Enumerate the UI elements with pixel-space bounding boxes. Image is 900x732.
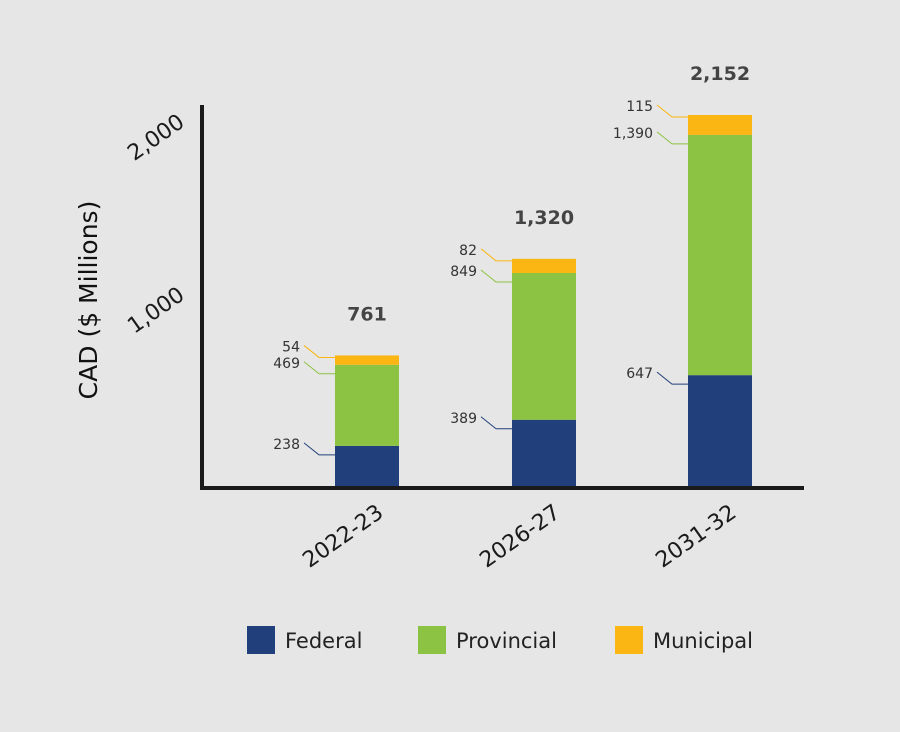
bar-federal-2031-32 [688,375,752,487]
legend-swatch-federal [247,626,275,654]
leader-line-provincial-2031-32 [656,131,688,145]
leader-line-federal-2022-23 [303,442,335,456]
segment-label-provincial-2022-23: 469 [273,356,300,372]
bar-provincial-2031-32 [688,134,752,376]
total-label-2022-23: 761 [347,303,387,325]
bar-municipal-2026-27 [512,258,576,273]
segment-label-provincial-2026-27: 849 [450,264,477,280]
segment-label-municipal-2031-32: 115 [626,99,653,115]
segment-label-federal-2031-32: 647 [626,366,653,382]
leader-line-municipal-2022-23 [303,345,335,358]
bar-provincial-2022-23 [335,364,399,446]
leader-line-provincial-2022-23 [303,361,335,375]
x-tick-label-2022-23: 2022-23 [298,500,388,573]
segment-label-provincial-2031-32: 1,390 [613,126,653,142]
leader-line-federal-2031-32 [656,371,688,385]
total-label-2026-27: 1,320 [514,207,574,229]
segment-label-federal-2026-27: 389 [450,411,477,427]
x-tick-label-2031-32: 2031-32 [651,500,741,573]
segment-label-municipal-2026-27: 82 [459,243,477,259]
x-tick-label-2026-27: 2026-27 [475,500,565,573]
bar-federal-2026-27 [512,419,576,487]
y-axis-title: CAD ($ Millions) [74,201,103,400]
leader-line-municipal-2026-27 [480,248,512,262]
bar-municipal-2022-23 [335,355,399,365]
leader-line-federal-2026-27 [480,416,512,430]
y-tick-label-2,000: 2,000 [123,110,189,167]
legend-label-provincial: Provincial [456,629,557,653]
leader-line-municipal-2031-32 [656,104,688,118]
legend-swatch-provincial [418,626,446,654]
total-label-2031-32: 2,152 [690,63,750,85]
legend-swatch-municipal [615,626,643,654]
segment-label-municipal-2022-23: 54 [282,339,300,355]
legend-label-municipal: Municipal [653,629,753,653]
legend: Federal Provincial Municipal [247,626,753,654]
bar-municipal-2031-32 [688,115,752,135]
legend-label-federal: Federal [285,629,362,653]
bar-federal-2022-23 [335,445,399,487]
bar-provincial-2026-27 [512,272,576,420]
segment-label-federal-2022-23: 238 [273,437,300,453]
y-tick-label-1,000: 1,000 [123,283,189,340]
bars-group [335,115,752,487]
leader-line-provincial-2026-27 [480,269,512,283]
ticks-group: 2022-23 2026-27 2031-32 1,000 2,000 [123,110,741,574]
